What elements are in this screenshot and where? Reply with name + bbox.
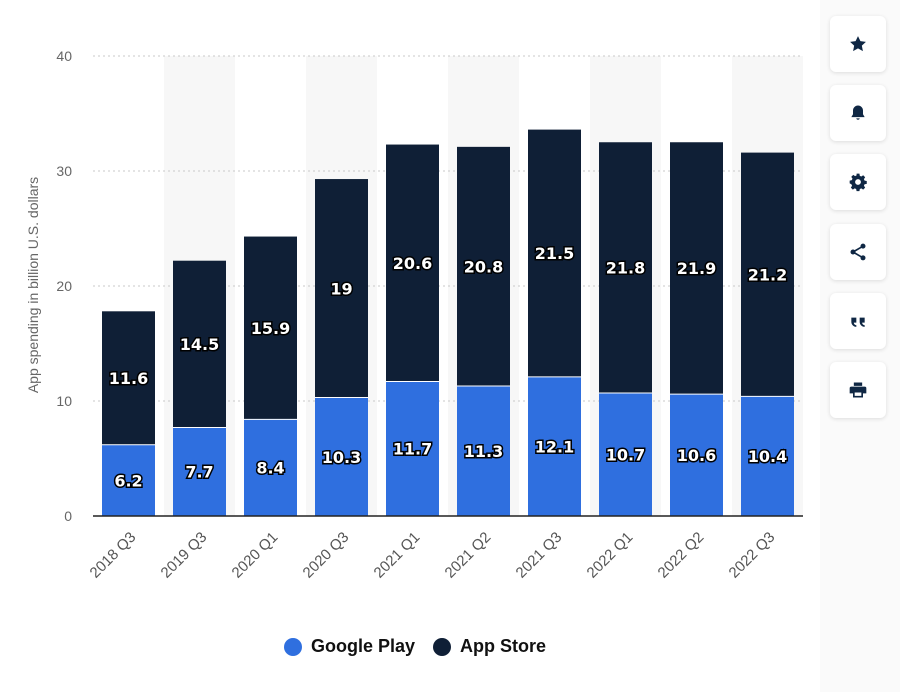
x-tick-label: 2022 Q1 <box>584 529 637 582</box>
notification-button[interactable] <box>830 85 886 141</box>
x-tick-label: 2021 Q2 <box>442 529 495 582</box>
x-tick-label: 2021 Q3 <box>513 529 566 582</box>
y-tick-label: 40 <box>56 48 72 64</box>
x-tick-label: 2022 Q3 <box>726 529 779 582</box>
data-label-google-play: 10.7 <box>606 445 645 464</box>
data-label-app-store: 20.8 <box>464 257 503 276</box>
data-label-google-play: 7.7 <box>185 463 213 482</box>
bar-google-play <box>599 392 652 516</box>
chart: 0 10 20 30 40 6.2 11.6 7.7 14.5 8.4 15.9 10.3 19 11.7… <box>25 48 803 656</box>
y-tick-label: 0 <box>64 508 72 524</box>
favorite-button[interactable] <box>830 16 886 72</box>
bar-google-play <box>457 386 510 516</box>
bar-app-store <box>102 311 155 445</box>
data-label-app-store: 21.9 <box>677 259 716 278</box>
cite-button[interactable] <box>830 293 886 349</box>
bar-app-store <box>457 146 510 387</box>
bell-icon <box>851 105 865 120</box>
data-label-google-play: 6.2 <box>114 471 142 490</box>
print-icon <box>849 382 867 398</box>
data-label-google-play: 11.7 <box>393 440 432 459</box>
data-label-app-store: 21.5 <box>535 244 574 263</box>
settings-button[interactable] <box>830 154 886 210</box>
x-tick-label: 2020 Q3 <box>300 529 353 582</box>
bar-google-play <box>528 376 581 516</box>
x-tick-label: 2021 Q1 <box>371 529 424 582</box>
star-icon <box>850 36 866 52</box>
data-label-app-store: 14.5 <box>180 335 219 354</box>
legend: Google Play App Store <box>0 636 830 657</box>
bar-google-play <box>386 381 439 516</box>
bar-google-play <box>670 394 723 516</box>
bar-google-play <box>102 444 155 516</box>
bar-google-play <box>244 419 297 516</box>
quote-icon <box>851 317 865 327</box>
y-axis-title: App spending in billion U.S. dollars <box>25 176 41 394</box>
bar-app-store <box>741 152 794 397</box>
bar-app-store <box>315 179 368 398</box>
data-label-app-store: 21.8 <box>606 259 645 278</box>
bar-app-store <box>173 260 226 428</box>
data-label-google-play: 10.3 <box>322 448 361 467</box>
data-label-google-play: 8.4 <box>256 459 284 478</box>
legend-swatch-google-play <box>283 637 302 656</box>
data-label-google-play: 11.3 <box>464 442 503 461</box>
legend-item-google-play[interactable]: Google Play <box>283 636 415 657</box>
x-tick-label: 2020 Q1 <box>229 529 282 582</box>
chart-svg: 0 10 20 30 40 6.2 11.6 7.7 14.5 8.4 15.9 10.3 19 11.7… <box>56 48 803 582</box>
bar-google-play <box>741 396 794 516</box>
data-label-google-play: 12.1 <box>535 437 574 456</box>
y-tick-label: 20 <box>56 278 72 294</box>
legend-swatch-app-store <box>433 637 451 656</box>
share-button[interactable] <box>830 224 886 280</box>
gear-icon <box>849 173 867 192</box>
bar-app-store <box>386 144 439 382</box>
legend-label-app-store: App Store <box>460 636 547 656</box>
legend-label-google-play: Google Play <box>310 636 415 656</box>
data-label-app-store: 19 <box>330 279 352 298</box>
bar-google-play <box>315 397 368 516</box>
y-tick-label: 30 <box>56 163 72 179</box>
data-label-app-store: 20.6 <box>393 254 432 273</box>
share-icon <box>850 243 866 261</box>
data-label-google-play: 10.6 <box>677 446 716 465</box>
bar-app-store <box>244 236 297 420</box>
x-tick-label: 2018 Q3 <box>87 529 140 582</box>
legend-item-app-store[interactable]: App Store <box>433 636 546 657</box>
x-tick-label: 2022 Q2 <box>655 529 708 582</box>
data-label-google-play: 10.4 <box>748 447 787 466</box>
bar-app-store <box>599 142 652 393</box>
data-label-app-store: 21.2 <box>748 266 787 285</box>
x-tick-label: 2019 Q3 <box>158 529 211 582</box>
bar-google-play <box>173 427 226 516</box>
y-tick-label: 10 <box>56 393 72 409</box>
print-button[interactable] <box>830 362 886 418</box>
data-label-app-store: 11.6 <box>109 369 148 388</box>
bar-app-store <box>528 129 581 377</box>
bar-app-store <box>670 142 723 395</box>
data-label-app-store: 15.9 <box>251 319 290 338</box>
